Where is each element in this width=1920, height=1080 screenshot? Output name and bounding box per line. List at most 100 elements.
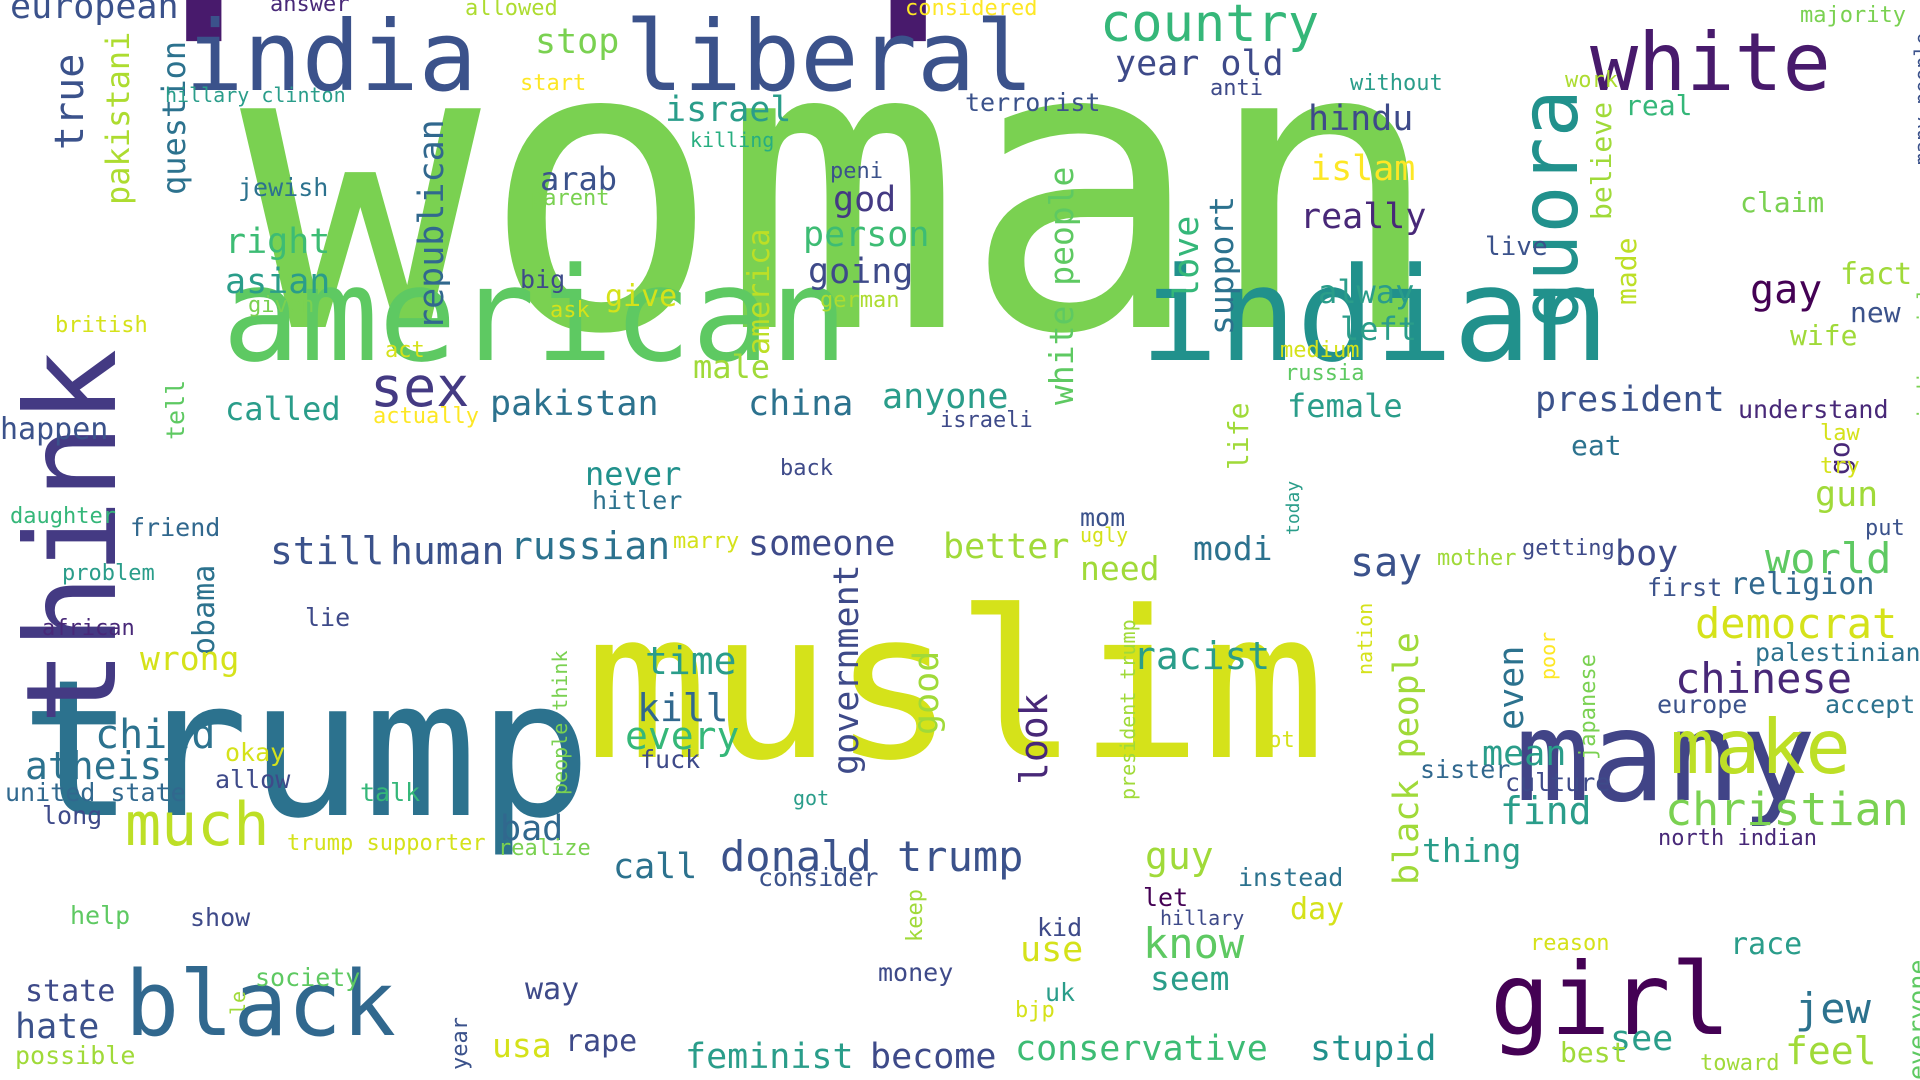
word-mean: mean — [1482, 734, 1567, 774]
word-arab: arab — [540, 160, 618, 198]
word-north-indian: north indian — [1658, 826, 1817, 851]
word-killing: killing — [690, 128, 775, 152]
word-chinese: chinese — [1675, 654, 1853, 703]
word-made: made — [1610, 237, 1643, 305]
word-poor: poor — [1536, 631, 1560, 680]
word-asian: asian — [225, 262, 331, 302]
word-talk: talk — [360, 778, 421, 807]
word-long: long — [42, 801, 103, 830]
word-considered: considered — [905, 0, 1038, 21]
word-everyone: everyone — [1903, 959, 1920, 1080]
word-fact: fact — [1840, 257, 1913, 292]
word-jewish: jewish — [238, 173, 329, 202]
word-problem: problem — [62, 561, 155, 586]
word-trump: trump — [20, 639, 592, 860]
word-male: male — [693, 348, 771, 386]
word-love: love — [1167, 215, 1207, 300]
word-pakistani: pakistani — [99, 31, 137, 205]
word-indian-girl: indian girl — [1913, 287, 1920, 420]
word-gay: gay — [1750, 267, 1823, 313]
word-hitler: hitler — [592, 486, 683, 515]
word-african: african — [42, 616, 135, 641]
word-american: american — [222, 239, 849, 391]
word-act: act — [385, 338, 425, 363]
word-lie: lie — [305, 603, 351, 632]
word-getting: getting — [1522, 536, 1615, 561]
word-okay: okay — [225, 738, 286, 767]
word-wife: wife — [1790, 319, 1858, 352]
word-put: put — [1865, 516, 1905, 541]
word-peni: peni — [830, 159, 883, 184]
word-even: even — [1492, 645, 1532, 730]
word-allowed: allowed — [465, 0, 558, 21]
word-british: british — [55, 313, 148, 338]
word-wrong: wrong — [140, 639, 240, 678]
word-let: let — [1143, 883, 1189, 912]
word-white: white — [1590, 16, 1831, 109]
word-islam: islam — [1310, 149, 1416, 189]
word-kid: kid — [1037, 913, 1083, 942]
word-terrorist: terrorist — [965, 88, 1101, 117]
word-white-people: white people — [1042, 166, 1081, 405]
word-answer: answer — [270, 0, 350, 17]
word-real: real — [1625, 89, 1693, 122]
word-european: european — [10, 0, 179, 27]
word-uk: uk — [1045, 978, 1076, 1007]
word-understand: understand — [1738, 395, 1889, 424]
word-feminist: feminist — [685, 1037, 854, 1077]
word-united-state: united state — [5, 778, 186, 807]
word-person: person — [803, 215, 930, 255]
word-say: say — [1350, 540, 1423, 586]
word-human: human — [390, 529, 505, 573]
word-culture: culture — [1505, 768, 1611, 797]
word-russia: russia — [1285, 361, 1365, 386]
word-conservative: conservative — [1015, 1029, 1268, 1069]
word-show: show — [190, 903, 251, 932]
word-hate: hate — [15, 1007, 100, 1047]
word-indian: indian — [1140, 239, 1610, 391]
word-back: back — [780, 456, 833, 481]
word-president: president — [1535, 380, 1725, 420]
word-medium: medium — [1280, 338, 1360, 363]
word-without: without — [1350, 71, 1443, 96]
word-atheist: atheist — [25, 744, 186, 788]
word-muslim: muslim — [585, 568, 1326, 806]
word-possible: possible — [15, 1041, 136, 1070]
word-make: make — [1670, 703, 1851, 791]
word-know: know — [1143, 919, 1245, 968]
word-tell: tell — [161, 379, 190, 440]
word-life: life — [1222, 402, 1255, 470]
word-bjp: bjp — [1015, 998, 1055, 1023]
word-kill: kill — [637, 686, 729, 730]
word-many-people: many people — [1910, 32, 1920, 165]
word-year-old: year old — [1115, 44, 1284, 84]
word-black: black — [125, 952, 396, 1057]
word-believe: believe — [1585, 101, 1618, 220]
word-guy: guy — [1145, 834, 1214, 878]
word-need: need — [1080, 549, 1160, 588]
word-claim: claim — [1740, 186, 1825, 219]
word-use: use — [1020, 930, 1084, 970]
word-big: big — [520, 265, 566, 294]
word-sex: sex — [370, 355, 470, 419]
word-feel: feel — [1785, 1029, 1877, 1073]
word-europe: europe — [1657, 690, 1748, 719]
word-state: state — [25, 974, 116, 1009]
word-become: become — [870, 1037, 997, 1077]
word-good: good — [907, 650, 947, 735]
word-never: never — [585, 455, 682, 493]
word-trump-supporter: trump supporter — [287, 831, 486, 856]
word-every: every — [625, 714, 740, 758]
word-support: support — [1202, 195, 1241, 335]
word-stupid: stupid — [1310, 1029, 1437, 1069]
word-happen: happen — [0, 412, 109, 447]
word-accept: accept — [1825, 690, 1916, 719]
word-china: china — [748, 384, 854, 424]
word-much: much — [125, 790, 270, 860]
word-society: society — [255, 963, 361, 992]
word-way: way — [525, 972, 580, 1007]
word-boy: boy — [1615, 534, 1679, 574]
word-god: god — [833, 180, 897, 220]
word-friend: friend — [130, 513, 221, 542]
word-instead: instead — [1238, 863, 1344, 892]
